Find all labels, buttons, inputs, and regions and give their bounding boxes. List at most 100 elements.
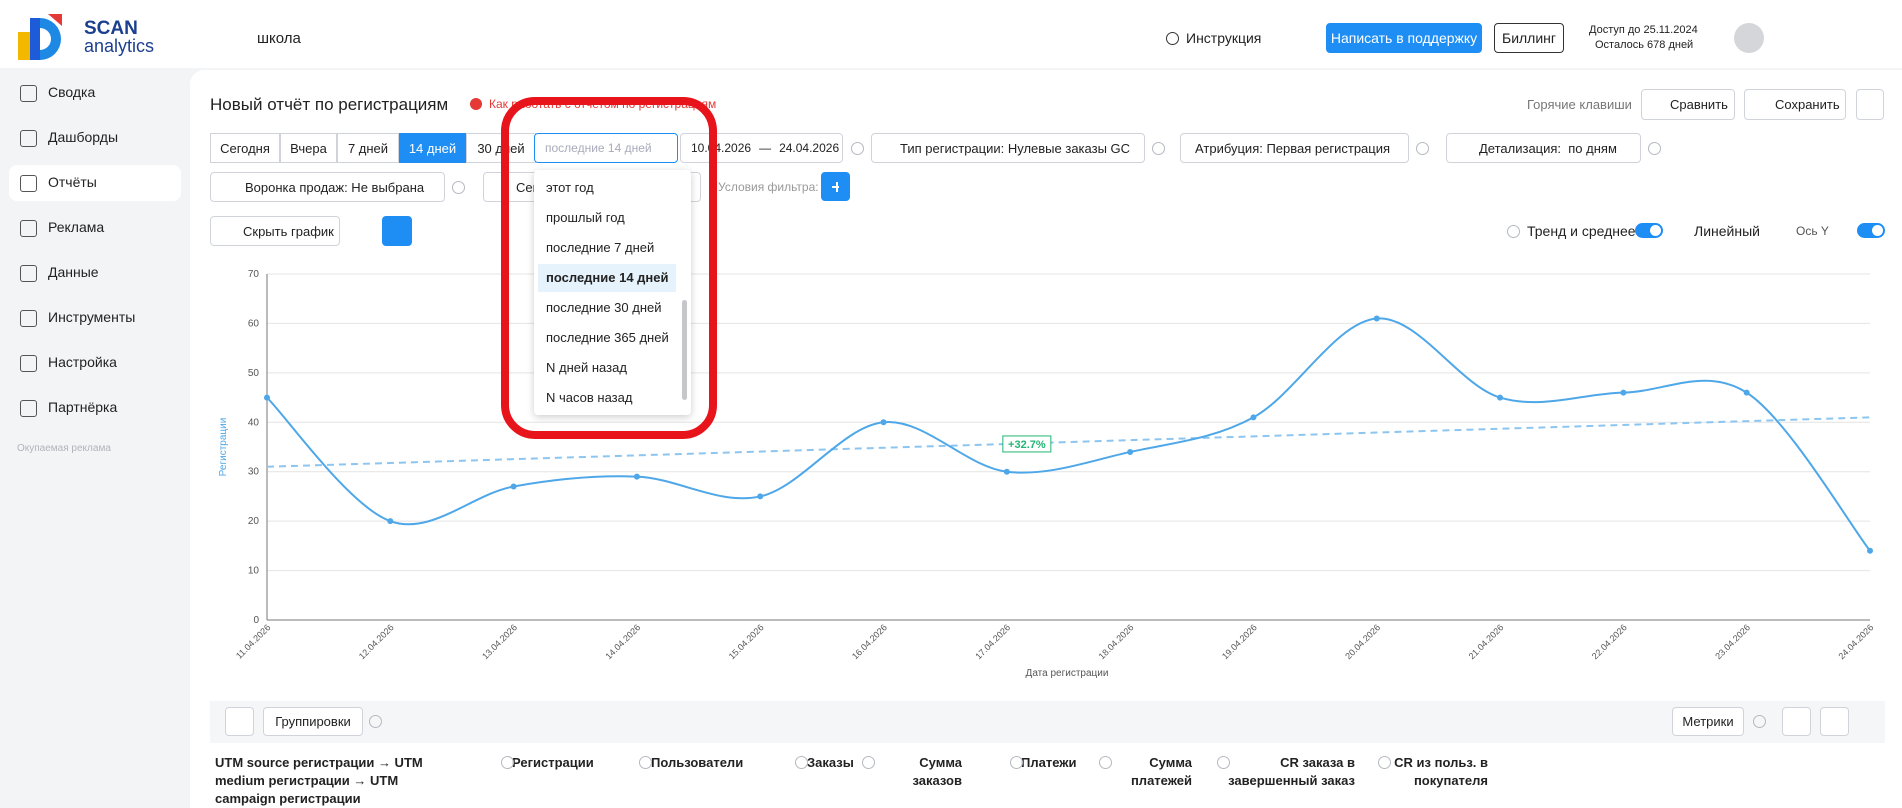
dropdown-option[interactable]: последние 30 дней xyxy=(546,300,662,315)
x-tick-label: 22.04.2026 xyxy=(1590,622,1629,661)
x-tick-label: 17.04.2026 xyxy=(973,622,1012,661)
compare-button[interactable]: Сравнить xyxy=(1641,89,1735,120)
download-button[interactable] xyxy=(1782,707,1811,736)
pie-icon[interactable] xyxy=(344,216,374,246)
sidebar-item[interactable]: Данные xyxy=(48,264,99,280)
sidebar-section: Окупаемая реклама xyxy=(17,443,111,454)
help-icon xyxy=(1378,756,1391,769)
help-icon xyxy=(639,756,652,769)
period-button[interactable]: Вчера xyxy=(280,133,337,163)
sidebar-item[interactable]: Дашборды xyxy=(48,129,118,145)
support-button[interactable]: Написать в поддержку xyxy=(1326,23,1482,53)
x-tick-label: 23.04.2026 xyxy=(1713,622,1752,661)
period-search[interactable]: последние 14 дней xyxy=(534,133,678,163)
period-button[interactable]: 7 дней xyxy=(337,133,399,163)
scrollbar xyxy=(682,300,687,400)
help-icon xyxy=(1152,142,1165,155)
logo-text: SCAN xyxy=(84,18,138,39)
copy-button[interactable] xyxy=(1820,707,1849,736)
add-filter-button[interactable] xyxy=(821,172,850,201)
data-point xyxy=(1867,547,1873,554)
project-name[interactable]: школа xyxy=(257,30,301,47)
grouping-button[interactable]: Группировки xyxy=(263,707,363,736)
hotkeys[interactable]: Горячие клавиши xyxy=(1527,97,1632,112)
help-icon xyxy=(862,756,875,769)
help-icon xyxy=(1648,142,1661,155)
fullscreen-button[interactable] xyxy=(1856,89,1884,120)
detail-select[interactable]: Детализация: по дням xyxy=(1446,133,1641,163)
sidebar-item[interactable]: Сводка xyxy=(48,84,96,100)
dropdown-option[interactable]: последние 365 дней xyxy=(546,330,669,345)
data-point xyxy=(1003,468,1010,475)
dropdown-option[interactable]: N дней назад xyxy=(546,360,627,375)
column-header: Сумма заказов xyxy=(912,755,963,788)
sidebar-active xyxy=(9,165,181,201)
column-header: Платежи xyxy=(1021,755,1077,770)
data-point xyxy=(1620,389,1627,396)
hide-chart-button[interactable]: Скрыть график xyxy=(210,216,340,246)
attribution-select[interactable]: Атрибуция: Первая регистрация xyxy=(1180,133,1409,163)
dropdown-option[interactable]: N часов назад xyxy=(546,390,633,405)
y-tick-label: 50 xyxy=(248,368,260,379)
axis-label: Ось Y xyxy=(1796,224,1829,238)
x-tick-label: 15.04.2026 xyxy=(727,622,766,661)
line-type[interactable]: Линейный xyxy=(1694,223,1760,239)
help-icon xyxy=(369,715,382,728)
metrics-button[interactable]: Метрики xyxy=(1672,707,1744,736)
save-button[interactable]: Сохранить xyxy=(1744,89,1846,120)
help-link[interactable]: Инструкция xyxy=(1186,30,1262,46)
y-tick-label: 20 xyxy=(248,516,260,527)
axis-toggle[interactable] xyxy=(1857,223,1885,238)
column-header: UTM source регистрации → UTM medium реги… xyxy=(215,755,423,806)
table-header xyxy=(210,743,1885,808)
help-icon xyxy=(1507,225,1520,238)
sidebar-item[interactable]: Инструменты xyxy=(48,309,136,325)
period-button[interactable]: 14 дней xyxy=(399,133,466,163)
y-tick-label: 40 xyxy=(248,417,260,428)
trend-toggle[interactable] xyxy=(1635,223,1663,238)
column-header: Регистрации xyxy=(512,755,594,770)
date-to: 24.04.2026 xyxy=(779,141,840,155)
x-tick-label: 13.04.2026 xyxy=(480,622,519,661)
sidebar-item[interactable]: Реклама xyxy=(48,219,105,235)
logo-subtext: analytics xyxy=(84,36,155,56)
help-icon xyxy=(1010,756,1023,769)
help-icon xyxy=(501,756,514,769)
logo-icon xyxy=(18,14,62,60)
billing-button[interactable]: Биллинг xyxy=(1494,23,1564,53)
sidebar-item[interactable]: Отчёты xyxy=(48,174,97,190)
help-icon xyxy=(1217,756,1230,769)
export-button[interactable] xyxy=(225,707,254,736)
area-chart-icon[interactable] xyxy=(418,216,448,246)
funnel-select[interactable]: Воронка продаж: Не выбрана xyxy=(210,172,445,202)
period-button[interactable]: Сегодня xyxy=(210,133,280,163)
dropdown-option[interactable]: прошлый год xyxy=(546,210,625,225)
avatar[interactable] xyxy=(1734,23,1764,53)
plus-icon xyxy=(832,181,839,192)
help-icon xyxy=(1753,715,1766,728)
dropdown-option[interactable]: последние 7 дней xyxy=(546,240,655,255)
dropdown-option[interactable]: этот год xyxy=(546,180,594,195)
bar-chart-icon[interactable] xyxy=(454,216,484,246)
data-point xyxy=(757,493,764,500)
data-point xyxy=(510,483,517,490)
sidebar-item[interactable]: Партнёрка xyxy=(48,399,118,415)
data-point xyxy=(1497,394,1504,401)
data-point xyxy=(1743,389,1750,396)
column-header: CR заказа в завершенный заказ xyxy=(1228,755,1355,788)
date-range[interactable]: 10.04.2026 — 24.04.2026 xyxy=(680,133,843,163)
reg-type-select[interactable]: Тип регистрации: Нулевые заказы GC xyxy=(871,133,1145,163)
dropdown-option[interactable]: последние 14 дней xyxy=(538,264,676,292)
filter-conditions: Условия фильтра: xyxy=(718,180,819,194)
y-tick-label: 30 xyxy=(248,467,260,478)
line-chart-icon[interactable] xyxy=(382,216,412,246)
y-tick-label: 10 xyxy=(248,566,260,577)
sidebar-item[interactable]: Настройка xyxy=(48,354,117,370)
data-point xyxy=(387,518,394,525)
sidebar-icon xyxy=(20,400,37,417)
column-header: Заказы xyxy=(807,755,854,770)
data-point xyxy=(1373,315,1380,322)
annotation-box xyxy=(1002,435,1052,453)
x-tick-label: 21.04.2026 xyxy=(1467,622,1506,661)
